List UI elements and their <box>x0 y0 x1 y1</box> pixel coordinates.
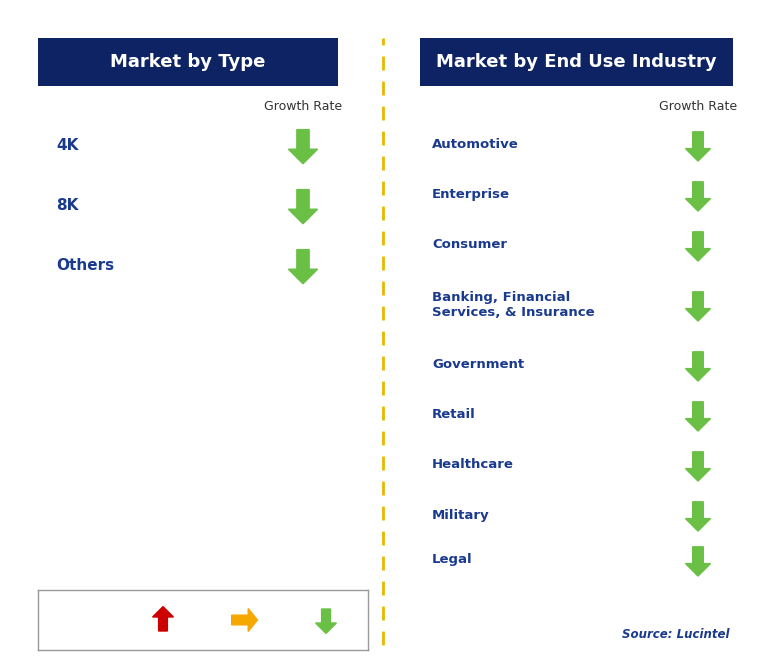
Text: Growth Rate: Growth Rate <box>659 100 737 112</box>
Text: Negative: Negative <box>103 599 162 611</box>
Text: Growing: Growing <box>269 599 323 611</box>
Text: Market by End Use Industry: Market by End Use Industry <box>436 53 717 71</box>
Text: Market by Type: Market by Type <box>110 53 266 71</box>
Text: Retail: Retail <box>432 409 476 421</box>
Text: >3%: >3% <box>281 626 311 638</box>
Text: Legal: Legal <box>432 553 473 567</box>
Text: 4K: 4K <box>56 138 79 153</box>
Text: 0%-3%: 0%-3% <box>196 626 240 638</box>
Text: Others: Others <box>56 258 114 272</box>
Text: Growth Rate: Growth Rate <box>264 100 342 112</box>
Text: <0%: <0% <box>118 626 148 638</box>
Text: Source: Lucintel: Source: Lucintel <box>622 628 730 642</box>
Text: Healthcare: Healthcare <box>432 458 514 472</box>
Text: Enterprise: Enterprise <box>432 189 510 201</box>
Text: Military: Military <box>432 508 490 522</box>
Text: Government: Government <box>432 359 524 371</box>
Text: Consumer: Consumer <box>432 239 507 252</box>
Text: 8K: 8K <box>56 197 79 213</box>
Text: Banking, Financial
Services, & Insurance: Banking, Financial Services, & Insurance <box>432 291 594 319</box>
Text: CAGR: CAGR <box>48 613 86 626</box>
Text: Automotive: Automotive <box>432 138 519 151</box>
Text: (2024-30):: (2024-30): <box>48 628 122 640</box>
Text: Flat: Flat <box>196 599 221 611</box>
